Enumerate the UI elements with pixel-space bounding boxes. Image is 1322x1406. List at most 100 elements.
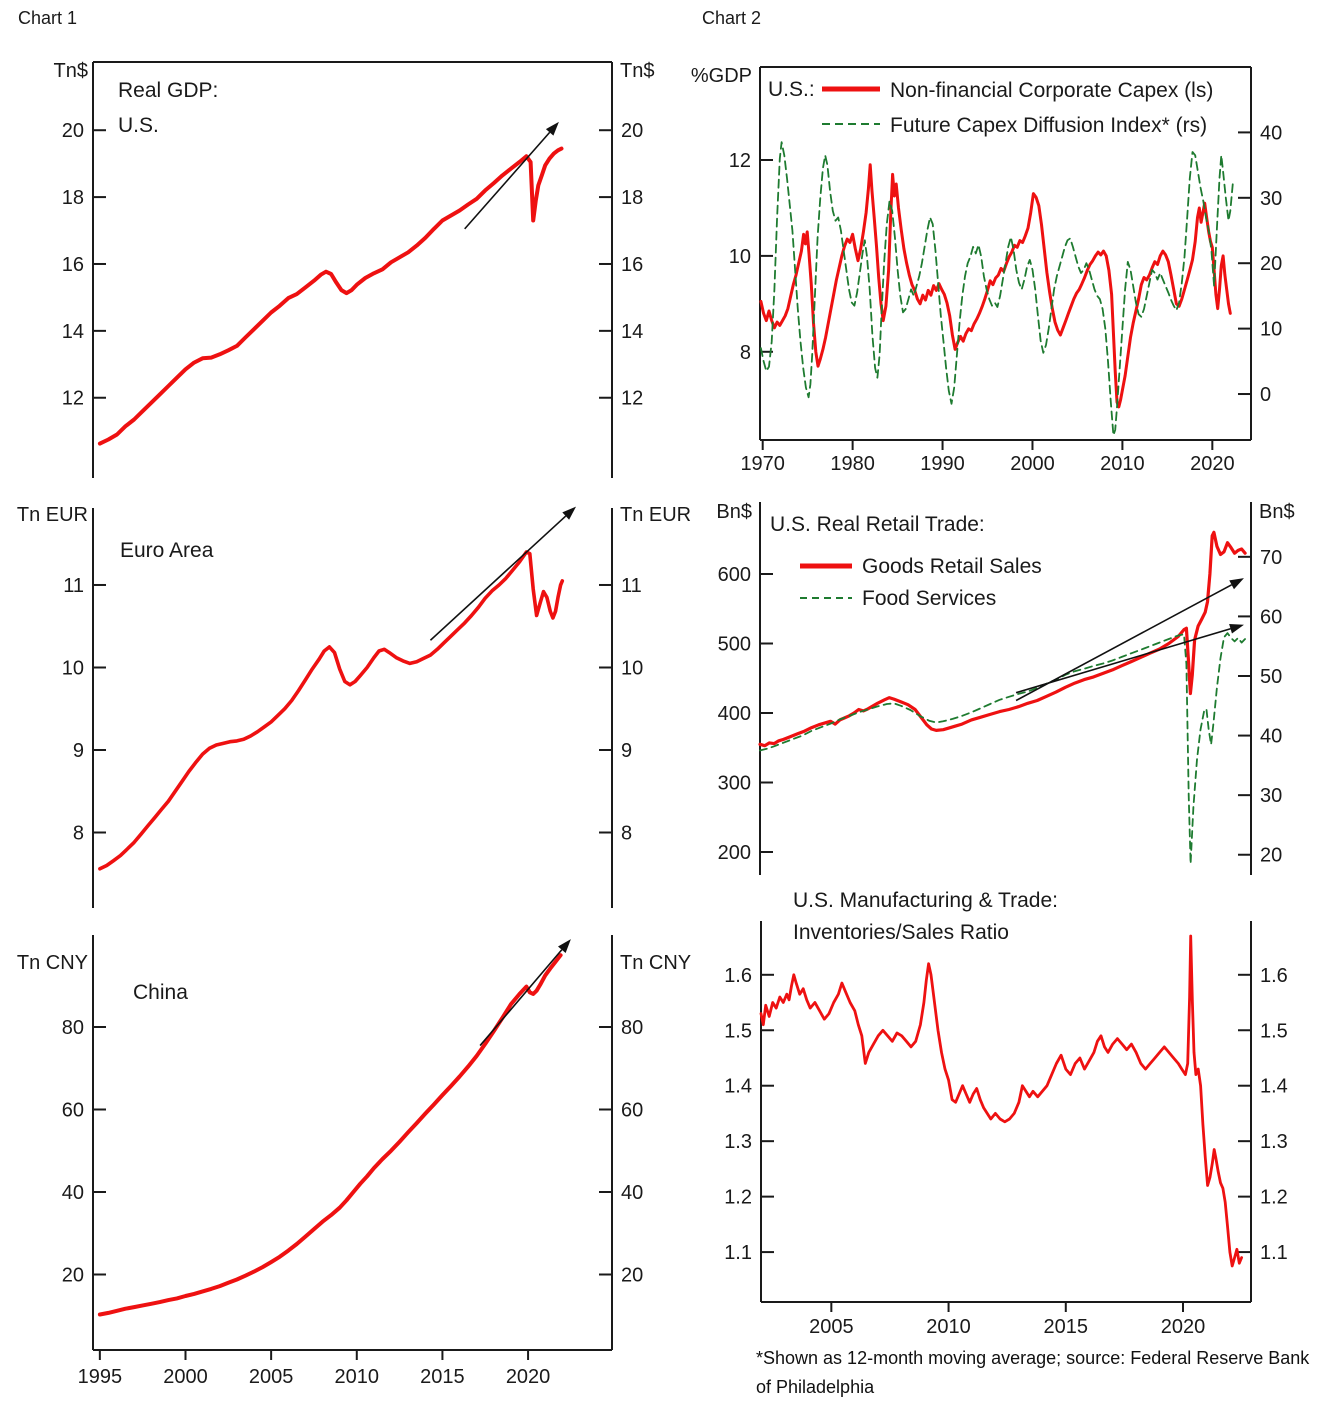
- x-tick-label-capex: 1970: [740, 453, 785, 475]
- series-retail-1: [759, 632, 1246, 865]
- legend-prefix-capex: U.S.:: [768, 78, 815, 101]
- panel-us-gdp: 12 14 16 18 20 12 14 16 18 20 Tn$ Tn$ Real GDP: U.S.: [54, 60, 654, 478]
- tick-label-L-euro-gdp: 10: [62, 657, 84, 679]
- panel-title-us-gdp-line2: U.S.: [118, 114, 159, 137]
- tick-label-L-inventories: 1.5: [724, 1020, 752, 1042]
- x-tick-label-inventories: 2005: [809, 1316, 854, 1338]
- ylabel-right-euro: Tn EUR: [620, 504, 691, 526]
- tick-label-R-capex: 30: [1260, 188, 1282, 210]
- series-capex-0: [759, 163, 1232, 409]
- x-tick-label-capex: 2010: [1100, 453, 1145, 475]
- tick-label-R-euro-gdp: 10: [621, 657, 643, 679]
- panel-title-china: China: [133, 981, 188, 1004]
- tick-label-R-china-gdp: 80: [621, 1017, 643, 1039]
- tick-label-R-inventories: 1.6: [1260, 965, 1288, 987]
- tick-label-R-inventories: 1.3: [1260, 1131, 1288, 1153]
- tick-label-R-inventories: 1.5: [1260, 1020, 1288, 1042]
- chart2-heading: Chart 2: [702, 8, 762, 28]
- tick-label-L-china-gdp: 80: [62, 1017, 84, 1039]
- tick-label-R-inventories: 1.4: [1260, 1076, 1288, 1098]
- ylabel-right-retail: Bn$: [1259, 501, 1295, 523]
- panel-capex: 8 10 12 0 10 20 30 40 1970 1980 1990 2000 2010 2020 %G…: [691, 65, 1282, 475]
- x-tick-label-inventories: 2020: [1161, 1316, 1206, 1338]
- tick-label-R-china-gdp: 20: [621, 1265, 643, 1287]
- tick-label-L-china-gdp: 20: [62, 1265, 84, 1287]
- tick-label-L-us-gdp: 14: [62, 321, 84, 343]
- panel-china-gdp: 20 40 60 80 20 40 60 80 1995 2000 2005 2010 2015 2020…: [17, 935, 691, 1388]
- tick-label-L-retail: 400: [718, 703, 751, 725]
- trend-arrow-euro-gdp-0: [429, 515, 567, 641]
- tick-label-L-retail: 500: [718, 633, 751, 655]
- tick-label-L-china-gdp: 60: [62, 1099, 84, 1121]
- x-tick-label-capex: 2000: [1010, 453, 1055, 475]
- tick-label-L-euro-gdp: 11: [63, 575, 84, 597]
- tick-label-R-retail: 20: [1260, 845, 1282, 867]
- tick-label-R-china-gdp: 40: [621, 1182, 643, 1204]
- legend-label-capex: Non-financial Corporate Capex (ls): [890, 79, 1213, 102]
- panel-euro-gdp: 8 9 10 11 8 9 10 11 Tn EUR Tn EUR Euro Area: [17, 504, 691, 908]
- x-tick-label-china-gdp: 2020: [506, 1366, 551, 1388]
- x-tick-label-inventories: 2015: [1044, 1316, 1089, 1338]
- series-euro-gdp-0: [98, 550, 565, 871]
- tick-label-L-capex: 8: [740, 342, 751, 364]
- trend-arrow-china-gdp-0: [479, 949, 563, 1047]
- tick-label-L-inventories: 1.1: [724, 1242, 752, 1264]
- panel-title-inventories-line2: Inventories/Sales Ratio: [793, 921, 1009, 944]
- tick-label-R-us-gdp: 18: [621, 187, 643, 209]
- ylabel-left-us-gdp: Tn$: [54, 60, 88, 82]
- series-capex-1: [760, 141, 1234, 437]
- tick-label-L-china-gdp: 40: [62, 1182, 84, 1204]
- tick-label-L-us-gdp: 20: [62, 120, 84, 142]
- tick-label-L-inventories: 1.2: [724, 1187, 752, 1209]
- trend-arrowhead-us-gdp-0: [545, 121, 559, 136]
- x-tick-label-capex: 1980: [830, 453, 875, 475]
- legend-label-diffusion: Future Capex Diffusion Index* (rs): [890, 114, 1207, 137]
- tick-label-L-euro-gdp: 8: [73, 823, 84, 845]
- panel-title-us-gdp-line1: Real GDP:: [118, 79, 218, 102]
- trend-arrowhead-euro-gdp-0: [562, 506, 577, 520]
- tick-label-R-us-gdp: 14: [621, 321, 643, 343]
- tick-label-R-retail: 40: [1260, 726, 1282, 748]
- x-tick-label-china-gdp: 2005: [249, 1366, 294, 1388]
- x-tick-label-china-gdp: 2010: [335, 1366, 380, 1388]
- panel-title-euro: Euro Area: [120, 539, 214, 562]
- trend-arrowhead-retail-0: [1229, 578, 1244, 590]
- x-tick-label-capex: 2020: [1190, 453, 1235, 475]
- x-tick-label-capex: 1990: [920, 453, 965, 475]
- tick-label-R-euro-gdp: 9: [621, 740, 632, 762]
- tick-label-R-us-gdp: 12: [621, 388, 643, 410]
- panel-title-inventories-line1: U.S. Manufacturing & Trade:: [793, 889, 1058, 912]
- series-inventories-0: [759, 934, 1243, 1268]
- panel-title-retail: U.S. Real Retail Trade:: [770, 513, 985, 536]
- ylabel-left-capex: %GDP: [691, 65, 752, 87]
- tick-label-R-capex: 20: [1260, 253, 1282, 275]
- trend-arrow-retail-1: [1015, 627, 1231, 694]
- panel-inventories: 1.1 1.2 1.3 1.4 1.5 1.6 1.1 1.2 1.3 1.4 1.5 1.6 2005…: [724, 889, 1288, 1338]
- trend-arrowhead-china-gdp-0: [558, 939, 571, 954]
- tick-label-R-retail: 30: [1260, 785, 1282, 807]
- tick-label-R-inventories: 1.1: [1260, 1242, 1288, 1264]
- footnote: *Shown as 12-month moving average; sourc…: [756, 1344, 1316, 1402]
- series-retail-0: [758, 530, 1247, 748]
- x-tick-label-inventories: 2010: [926, 1316, 971, 1338]
- tick-label-R-china-gdp: 60: [621, 1099, 643, 1121]
- tick-label-L-retail: 600: [718, 564, 751, 586]
- tick-label-L-retail: 200: [718, 842, 751, 864]
- tick-label-R-inventories: 1.2: [1260, 1187, 1288, 1209]
- tick-label-L-inventories: 1.3: [724, 1131, 752, 1153]
- tick-label-R-us-gdp: 20: [621, 120, 643, 142]
- tick-label-L-us-gdp: 18: [62, 187, 84, 209]
- tick-label-R-euro-gdp: 8: [621, 823, 632, 845]
- tick-label-L-inventories: 1.4: [724, 1076, 752, 1098]
- tick-label-L-capex: 12: [729, 150, 751, 172]
- series-china-gdp-0: [97, 953, 563, 1317]
- tick-label-R-capex: 0: [1260, 384, 1271, 406]
- tick-label-R-us-gdp: 16: [621, 254, 643, 276]
- ylabel-right-china: Tn CNY: [620, 952, 691, 974]
- tick-label-R-retail: 50: [1260, 666, 1282, 688]
- tick-label-L-euro-gdp: 9: [73, 740, 84, 762]
- trend-arrow-us-gdp-0: [464, 131, 551, 230]
- x-tick-label-china-gdp: 2015: [420, 1366, 465, 1388]
